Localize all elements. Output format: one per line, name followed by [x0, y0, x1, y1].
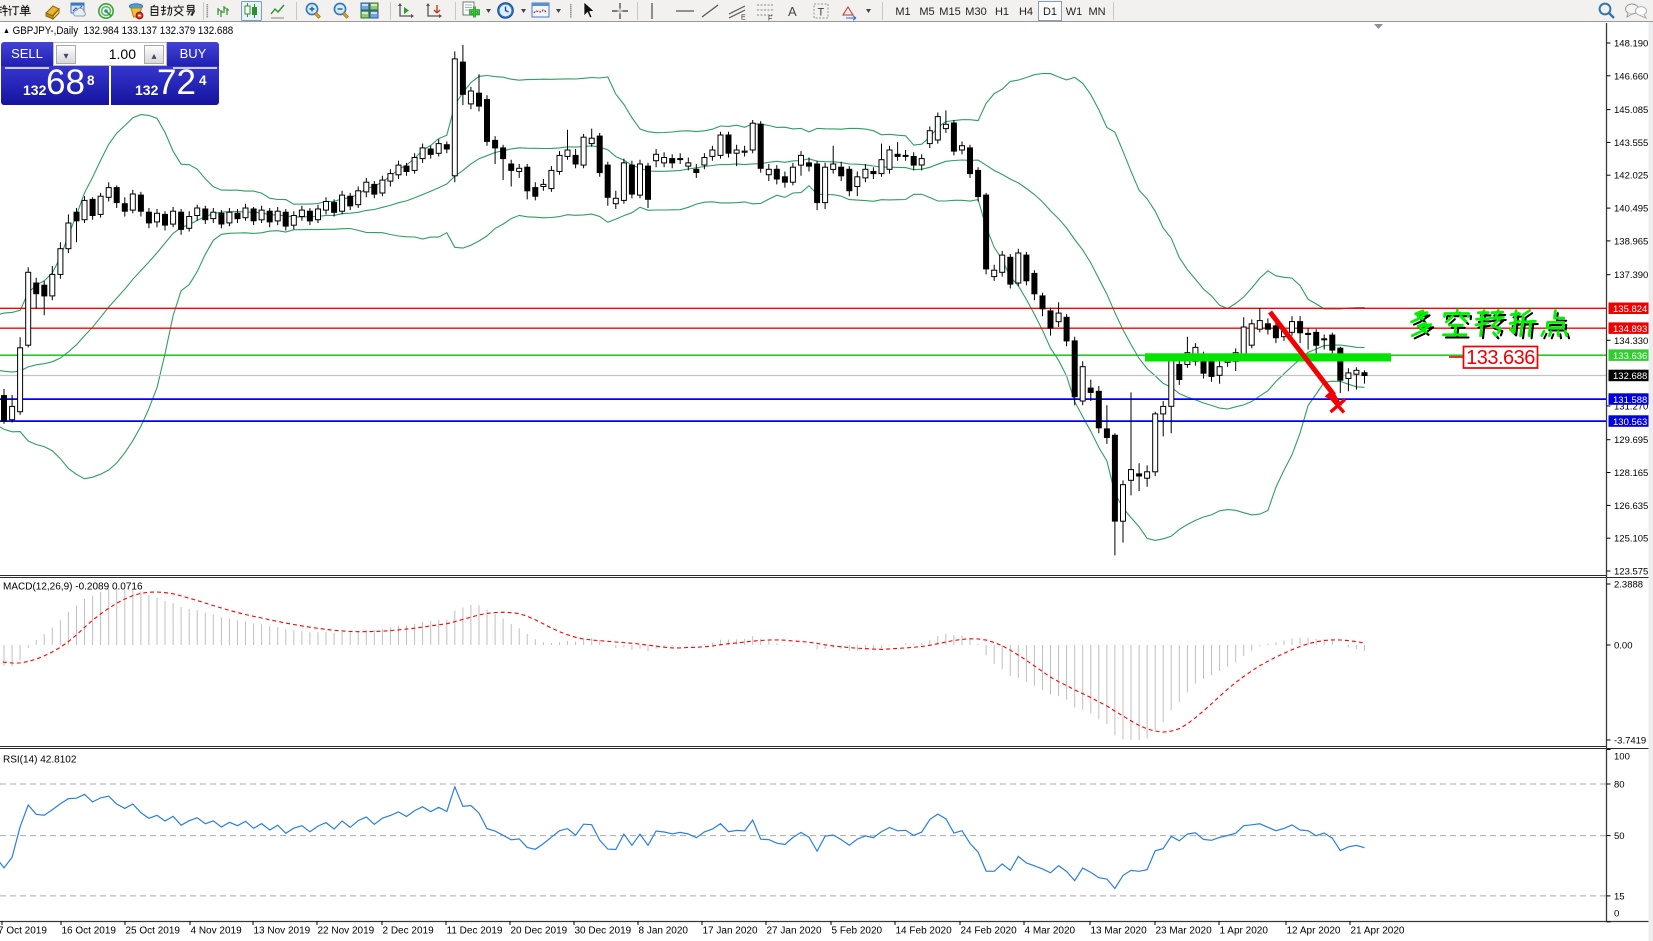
svg-text:146.660: 146.660 — [1614, 71, 1648, 82]
svg-text:15: 15 — [1614, 891, 1625, 902]
svg-text:E: E — [741, 15, 746, 22]
svg-text:11 Dec 2019: 11 Dec 2019 — [447, 926, 503, 937]
svg-text:T: T — [818, 7, 825, 19]
svg-text:F: F — [768, 16, 772, 23]
svg-text:-3.7419: -3.7419 — [1614, 736, 1646, 747]
svg-text:M30: M30 — [965, 6, 986, 18]
svg-text:1 Apr 2020: 1 Apr 2020 — [1220, 926, 1269, 937]
svg-text:24 Feb 2020: 24 Feb 2020 — [961, 926, 1018, 937]
svg-text:17 Jan 2020: 17 Jan 2020 — [703, 926, 758, 937]
svg-text:2 Dec 2019: 2 Dec 2019 — [383, 926, 435, 937]
svg-text:MACD(12,26,9) -0.2089 0.0716: MACD(12,26,9) -0.2089 0.0716 — [3, 582, 143, 593]
svg-text:131.270: 131.270 — [1614, 401, 1648, 412]
svg-text:134.330: 134.330 — [1614, 336, 1648, 347]
svg-text:14 Feb 2020: 14 Feb 2020 — [896, 926, 953, 937]
svg-text:133.636: 133.636 — [1466, 347, 1535, 369]
svg-text:137.390: 137.390 — [1614, 270, 1648, 281]
svg-text:27 Jan 2020: 27 Jan 2020 — [767, 926, 822, 937]
svg-text:7 Oct 2019: 7 Oct 2019 — [0, 926, 47, 937]
svg-text:126.635: 126.635 — [1614, 501, 1648, 512]
svg-text:133.636: 133.636 — [1613, 351, 1647, 362]
svg-text:H1: H1 — [995, 6, 1009, 18]
svg-text:140.495: 140.495 — [1614, 204, 1648, 215]
svg-text:50: 50 — [1614, 831, 1625, 842]
svg-text:RSI(14) 42.8102: RSI(14) 42.8102 — [3, 755, 77, 766]
svg-text:0.00: 0.00 — [1614, 641, 1633, 652]
svg-text:123.575: 123.575 — [1614, 567, 1648, 578]
svg-text:130.563: 130.563 — [1613, 417, 1647, 428]
svg-text:4 Nov 2019: 4 Nov 2019 — [191, 926, 243, 937]
svg-text:100: 100 — [1614, 752, 1630, 763]
svg-text:16 Oct 2019: 16 Oct 2019 — [62, 926, 117, 937]
svg-text:143.555: 143.555 — [1614, 138, 1648, 149]
svg-text:20 Dec 2019: 20 Dec 2019 — [511, 926, 568, 937]
svg-text:12 Apr 2020: 12 Apr 2020 — [1287, 926, 1341, 937]
svg-text:25 Oct 2019: 25 Oct 2019 — [126, 926, 181, 937]
svg-text:2.3888: 2.3888 — [1614, 580, 1643, 591]
svg-text:145.085: 145.085 — [1614, 105, 1648, 116]
svg-text:30 Dec 2019: 30 Dec 2019 — [575, 926, 632, 937]
svg-text:128.165: 128.165 — [1614, 468, 1648, 479]
svg-text:M5: M5 — [919, 6, 934, 18]
svg-text:0: 0 — [1614, 909, 1619, 920]
svg-text:138.965: 138.965 — [1614, 236, 1648, 247]
svg-text:131.588: 131.588 — [1613, 395, 1647, 406]
svg-text:5 Feb 2020: 5 Feb 2020 — [832, 926, 883, 937]
svg-text:129.695: 129.695 — [1614, 435, 1648, 446]
svg-text:8 Jan 2020: 8 Jan 2020 — [639, 926, 689, 937]
svg-text:132.688: 132.688 — [1613, 371, 1647, 382]
svg-text:13 Nov 2019: 13 Nov 2019 — [254, 926, 311, 937]
svg-text:80: 80 — [1614, 780, 1625, 791]
svg-text:21 Apr 2020: 21 Apr 2020 — [1351, 926, 1405, 937]
svg-text:135.824: 135.824 — [1613, 304, 1647, 315]
svg-text:D1: D1 — [1043, 6, 1057, 18]
svg-text:125.105: 125.105 — [1614, 534, 1648, 545]
svg-text:13 Mar 2020: 13 Mar 2020 — [1091, 926, 1148, 937]
svg-text:134.893: 134.893 — [1613, 324, 1647, 335]
svg-text:142.025: 142.025 — [1614, 171, 1648, 182]
svg-text:22 Nov 2019: 22 Nov 2019 — [318, 926, 375, 937]
svg-text:M1: M1 — [895, 6, 910, 18]
svg-text:W1: W1 — [1066, 6, 1083, 18]
svg-text:M15: M15 — [939, 6, 960, 18]
svg-text:23 Mar 2020: 23 Mar 2020 — [1156, 926, 1213, 937]
svg-text:148.190: 148.190 — [1614, 39, 1648, 50]
svg-text:A: A — [788, 4, 797, 19]
svg-text:H4: H4 — [1019, 6, 1033, 18]
svg-text:4 Mar 2020: 4 Mar 2020 — [1025, 926, 1076, 937]
svg-text:MN: MN — [1088, 6, 1105, 18]
